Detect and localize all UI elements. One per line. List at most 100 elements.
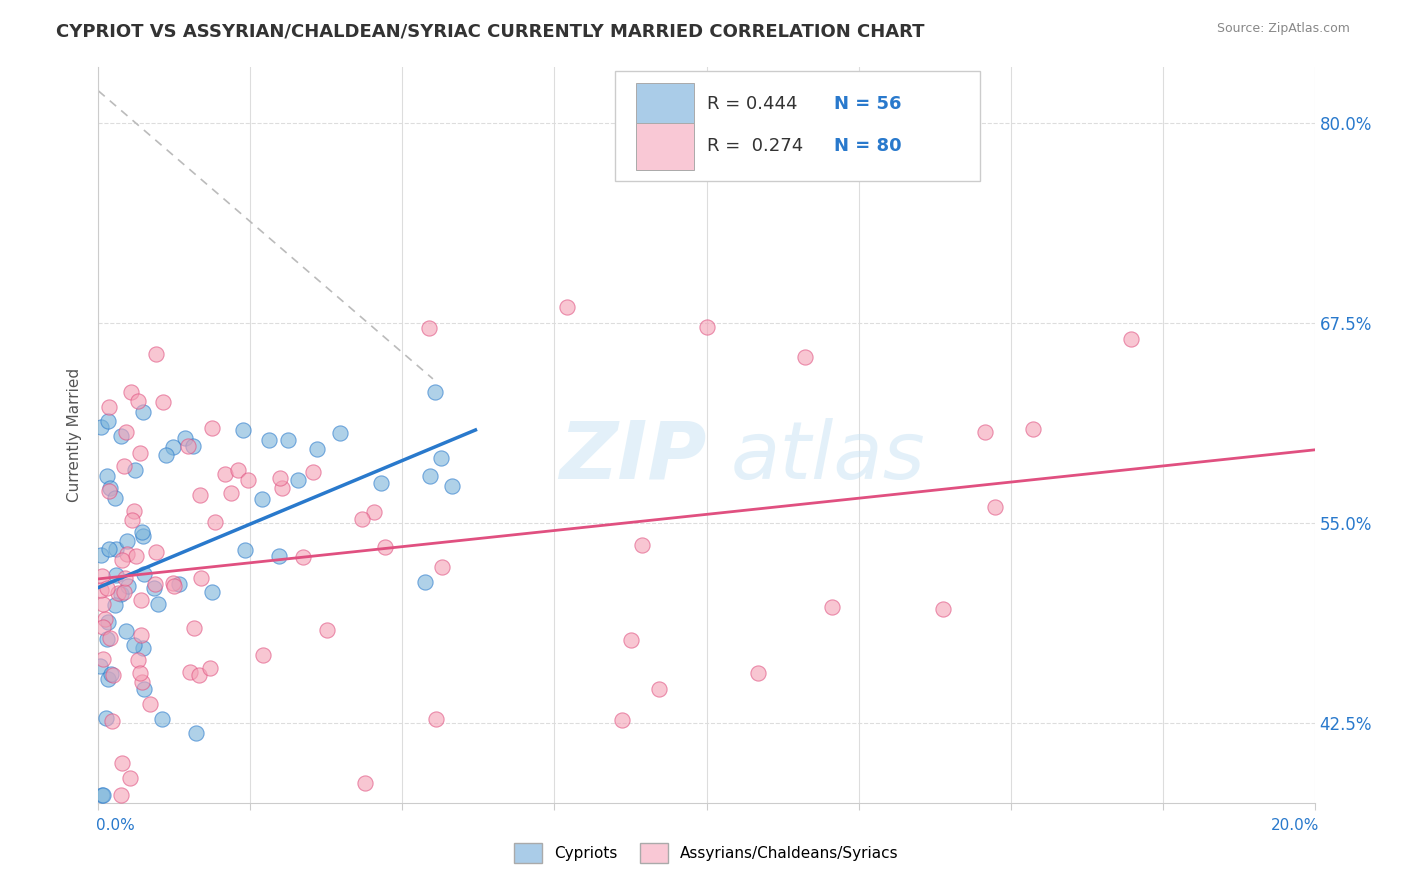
Point (132, 529, 155, 543)
Point (115, 547, 138, 561)
Point (125, 549, 148, 564)
Point (198, 661, 221, 675)
Point (232, 424, 254, 438)
Point (148, 597, 170, 611)
Point (370, 475, 392, 490)
Point (110, 587, 132, 601)
Point (115, 624, 138, 638)
Point (155, 448, 177, 462)
Point (374, 540, 396, 554)
Point (97, 483, 120, 498)
Text: 0.0%: 0.0% (96, 818, 135, 832)
Point (93, 788, 115, 802)
Point (252, 648, 274, 662)
Point (134, 681, 156, 696)
Point (430, 560, 453, 574)
Point (176, 439, 198, 453)
Point (162, 440, 184, 454)
Point (89, 658, 111, 673)
Point (257, 433, 280, 447)
Point (620, 633, 643, 648)
Point (647, 682, 669, 697)
Point (747, 666, 769, 681)
Point (269, 471, 291, 485)
Point (610, 713, 633, 727)
Point (315, 624, 337, 638)
Point (143, 576, 166, 591)
Point (236, 473, 259, 487)
FancyBboxPatch shape (636, 123, 695, 170)
Point (114, 571, 136, 585)
Point (91, 597, 114, 611)
Point (94, 612, 117, 626)
Point (104, 598, 127, 612)
FancyBboxPatch shape (616, 70, 980, 181)
Point (96, 582, 118, 596)
Point (110, 429, 132, 443)
Point (129, 592, 152, 607)
Point (128, 446, 150, 460)
Point (105, 567, 128, 582)
Point (267, 549, 290, 563)
Point (418, 321, 440, 335)
Point (188, 488, 211, 502)
Point (91, 652, 114, 666)
Point (114, 425, 136, 440)
Point (145, 544, 167, 558)
Point (430, 451, 453, 466)
Text: N = 80: N = 80 (834, 136, 901, 154)
Point (441, 479, 464, 493)
Point (183, 621, 205, 635)
Point (190, 571, 212, 585)
Point (101, 667, 124, 681)
Point (112, 585, 135, 599)
Point (152, 713, 174, 727)
Point (120, 771, 142, 785)
Text: atlas: atlas (731, 418, 925, 496)
Point (631, 538, 654, 552)
Text: Source: ZipAtlas.com: Source: ZipAtlas.com (1216, 22, 1350, 36)
Point (179, 665, 201, 679)
Point (329, 426, 352, 441)
Point (90, 788, 112, 802)
Point (425, 712, 447, 726)
Point (984, 500, 1007, 515)
Text: R = 0.444: R = 0.444 (707, 95, 797, 112)
Point (152, 394, 174, 409)
Point (973, 425, 995, 440)
Point (112, 459, 135, 474)
Point (97, 672, 120, 686)
Point (104, 491, 127, 505)
Point (145, 347, 167, 361)
Point (96, 632, 118, 646)
Point (162, 575, 184, 590)
Point (101, 714, 124, 729)
Point (143, 581, 166, 595)
Point (124, 463, 146, 477)
Point (350, 511, 373, 525)
Y-axis label: Currently Married: Currently Married (67, 368, 83, 502)
Point (110, 788, 132, 802)
Point (129, 665, 152, 680)
Point (931, 602, 953, 616)
Point (94, 711, 117, 725)
Point (139, 697, 162, 711)
Point (100, 667, 122, 681)
Point (204, 515, 226, 529)
Point (97, 615, 120, 629)
Text: CYPRIOT VS ASSYRIAN/CHALDEAN/SYRIAC CURRENTLY MARRIED CORRELATION CHART: CYPRIOT VS ASSYRIAN/CHALDEAN/SYRIAC CURR… (56, 22, 925, 40)
Point (277, 434, 299, 448)
Point (117, 579, 139, 593)
Text: ZIP: ZIP (560, 418, 707, 496)
Point (353, 776, 375, 790)
Point (187, 668, 209, 682)
Point (163, 578, 186, 592)
Point (1022, 422, 1045, 436)
Point (226, 463, 249, 477)
Point (132, 405, 155, 419)
Point (132, 641, 155, 656)
FancyBboxPatch shape (636, 83, 695, 129)
Text: N = 56: N = 56 (834, 95, 901, 112)
Point (98, 481, 121, 495)
Point (302, 465, 325, 479)
